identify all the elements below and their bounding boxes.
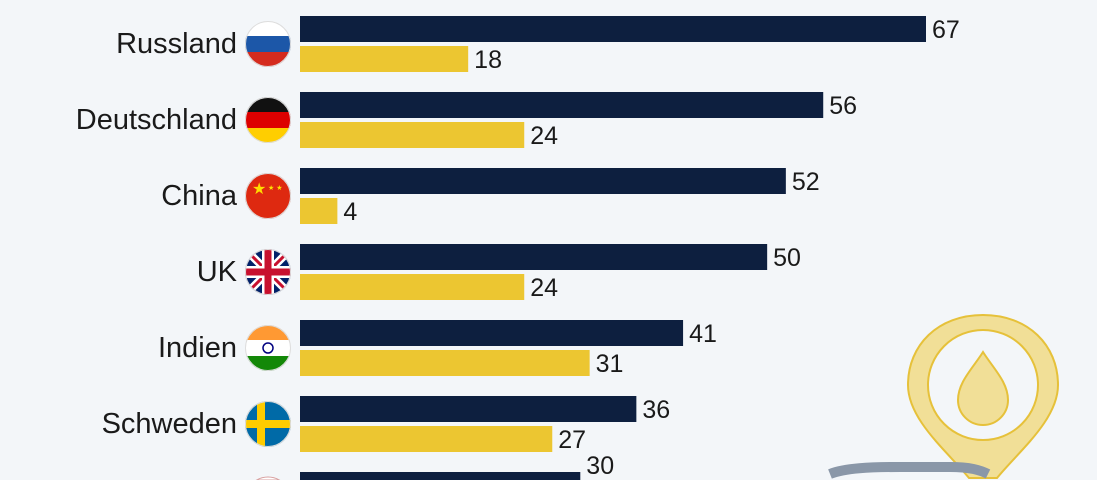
bar-series-1 [300,472,581,480]
bar-series-1 [300,396,637,422]
bar-series-2 [300,198,338,224]
value-label: 4 [343,198,357,226]
category-label: Indien [158,332,237,364]
category-label: UK [197,256,238,288]
value-label: 52 [792,168,820,196]
bar-series-2 [300,46,469,72]
category-label: China [161,180,238,212]
value-label: 56 [829,92,857,120]
bar-series-2 [300,122,525,148]
flag-sweden-icon [245,401,291,447]
category-label: Schweden [102,408,237,440]
bar-series-2 [300,350,590,376]
value-label: 24 [530,274,558,302]
flag-india-icon [245,325,291,371]
value-label: 67 [932,16,960,44]
category-label: Deutschland [76,104,237,136]
value-label: 27 [558,426,586,454]
bar-series-1 [300,168,786,194]
oil-location-pin-icon [906,313,1060,479]
bar-series-1 [300,244,768,270]
value-label: 30 [586,452,614,480]
bar-series-1 [300,92,824,118]
flag-china-icon: ★ ★ ★ [245,173,291,219]
value-label: 36 [642,396,670,424]
value-label: 41 [689,320,717,348]
svg-text:★: ★ [252,181,266,198]
value-label: 18 [474,46,502,74]
bar-series-2 [300,274,525,300]
value-label: 31 [596,350,624,378]
bar-series-1 [300,16,926,42]
flag-russia-icon [245,21,291,67]
svg-text:★ ★: ★ ★ [268,184,283,192]
flag-germany-icon [245,97,291,143]
car-outline-icon [828,462,991,479]
value-label: 50 [773,244,801,272]
value-label: 24 [530,122,558,150]
category-label: Russland [116,28,237,60]
flag-uk-icon [245,249,291,295]
bar-series-2 [300,426,553,452]
bar-series-1 [300,320,684,346]
